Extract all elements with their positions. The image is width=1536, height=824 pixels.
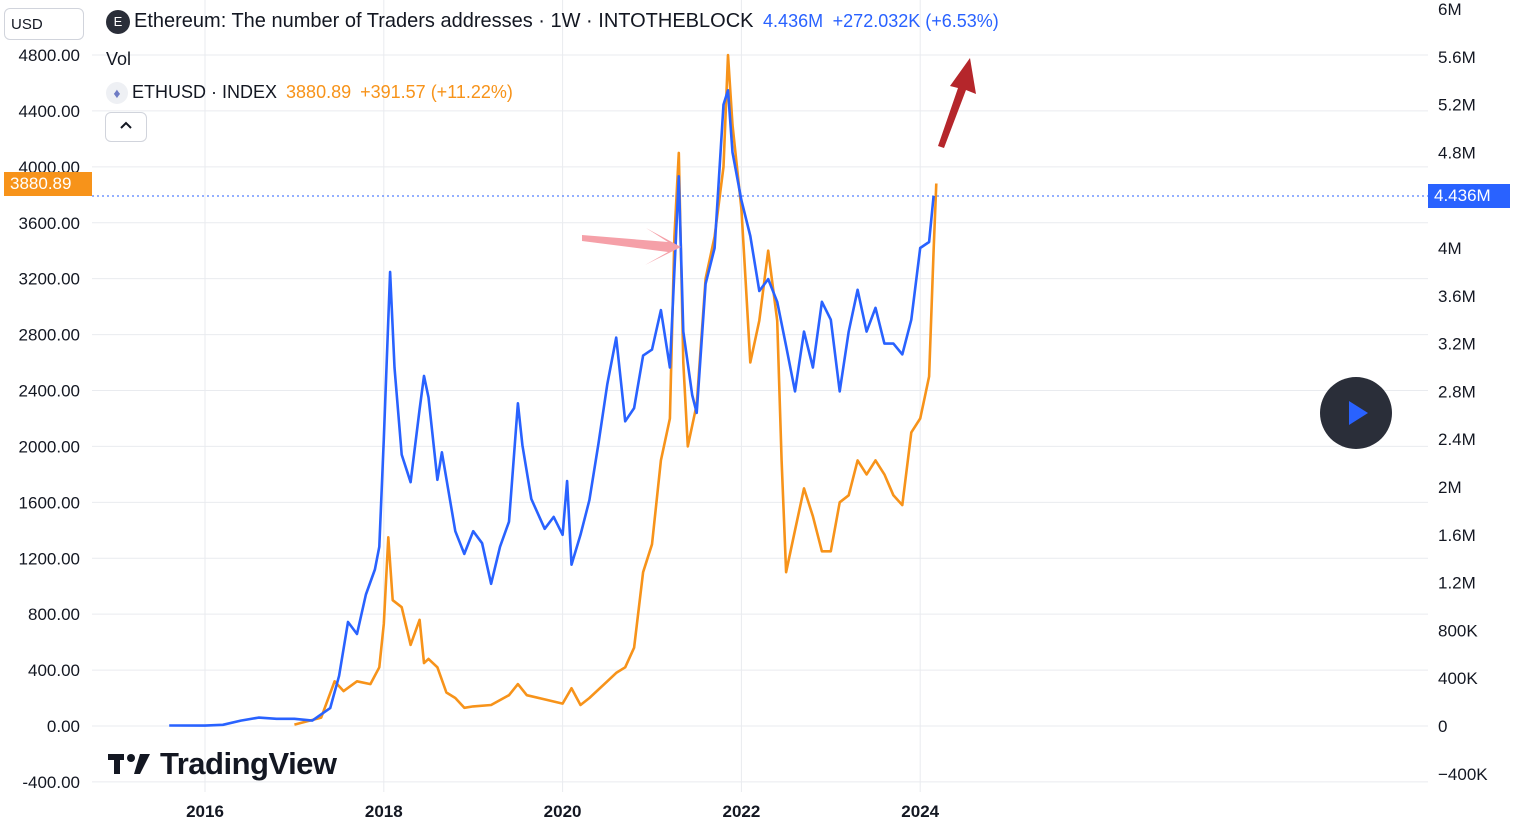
left-tick-label: 4800.00 bbox=[19, 46, 80, 65]
grid-lines bbox=[92, 0, 1428, 792]
left-price-badge: 3880.89 bbox=[4, 172, 92, 196]
x-axis: 2016 2018 2020 2022 2024 bbox=[186, 802, 940, 821]
left-tick-label: 3600.00 bbox=[19, 214, 80, 233]
right-tick-label: 5.6M bbox=[1438, 48, 1476, 67]
pink-arrow-annotation bbox=[582, 228, 681, 265]
right-tick-label: 800K bbox=[1438, 621, 1478, 640]
right-tick-label: 6M bbox=[1438, 0, 1462, 19]
main-series-value: 4.436M bbox=[763, 11, 824, 32]
red-arrow-annotation bbox=[938, 58, 976, 148]
x-tick-label: 2022 bbox=[722, 802, 760, 821]
right-tick-label: −400K bbox=[1438, 765, 1488, 784]
currency-label: USD bbox=[11, 16, 43, 33]
left-tick-label: 1200.00 bbox=[19, 549, 80, 568]
right-tick-label: 3.6M bbox=[1438, 287, 1476, 306]
left-tick-label: 400.00 bbox=[28, 661, 80, 680]
secondary-series-change: +391.57 (+11.22%) bbox=[360, 82, 513, 102]
tradingview-watermark: TradingView bbox=[108, 746, 337, 782]
left-tick-label: 800.00 bbox=[28, 605, 80, 624]
right-tick-label: 1.2M bbox=[1438, 574, 1476, 593]
x-tick-label: 2024 bbox=[901, 802, 939, 821]
right-tick-label: 2.8M bbox=[1438, 382, 1476, 401]
right-value-badge: 4.436M bbox=[1428, 184, 1510, 208]
traders-addresses-line bbox=[169, 89, 935, 727]
play-button[interactable] bbox=[1320, 377, 1392, 449]
main-series-title: Ethereum: The number of Traders addresse… bbox=[134, 10, 754, 33]
right-tick-label: 1.6M bbox=[1438, 526, 1476, 545]
left-tick-label: 2800.00 bbox=[19, 326, 80, 345]
main-series-legend[interactable]: E Ethereum: The number of Traders address… bbox=[106, 10, 1003, 34]
series-layer bbox=[169, 53, 938, 727]
currency-selector[interactable]: USD bbox=[4, 8, 84, 40]
secondary-series-legend[interactable]: ♦ ETHUSD · INDEX 3880.89 +391.57 (+11.22%… bbox=[106, 82, 517, 105]
left-tick-label: 1600.00 bbox=[19, 493, 80, 512]
tradingview-logo-icon bbox=[108, 754, 150, 774]
main-series-change: +272.032K (+6.53%) bbox=[832, 11, 999, 32]
right-tick-label: 400K bbox=[1438, 669, 1478, 688]
right-tick-label: 2.4M bbox=[1438, 430, 1476, 449]
ethereum-icon: ♦ bbox=[106, 82, 128, 105]
left-tick-label: 0.00 bbox=[47, 717, 80, 736]
left-tick-label: 3200.00 bbox=[19, 270, 80, 289]
chevron-up-icon bbox=[120, 121, 132, 129]
vol-label: Vol bbox=[106, 49, 132, 69]
intotheblock-logo-icon: E bbox=[106, 10, 130, 34]
collapse-legend-button[interactable] bbox=[105, 112, 147, 142]
left-tick-label: 2400.00 bbox=[19, 382, 80, 401]
right-tick-label: 4M bbox=[1438, 239, 1462, 258]
left-tick-label: -400.00 bbox=[22, 773, 80, 792]
x-tick-label: 2020 bbox=[544, 802, 582, 821]
left-tick-label: 2000.00 bbox=[19, 437, 80, 456]
left-axis: 4800.004400.004000.003600.003200.002800.… bbox=[19, 46, 80, 792]
right-tick-label: 0 bbox=[1438, 717, 1447, 736]
right-tick-label: 2M bbox=[1438, 478, 1462, 497]
play-icon bbox=[1349, 401, 1368, 425]
vol-legend[interactable]: Vol bbox=[106, 49, 135, 70]
x-tick-label: 2016 bbox=[186, 802, 224, 821]
right-tick-label: 5.2M bbox=[1438, 96, 1476, 115]
secondary-series-value: 3880.89 bbox=[286, 82, 352, 102]
left-tick-label: 4400.00 bbox=[19, 102, 80, 121]
right-tick-label: 4.8M bbox=[1438, 143, 1476, 162]
x-tick-label: 2018 bbox=[365, 802, 403, 821]
secondary-series-title: ETHUSD · INDEX bbox=[132, 82, 278, 102]
right-axis: 6M 5.6M 5.2M 4.8M 4M 3.6M 3.2M 2.8M 2.4M 2M 1.6M 1.… bbox=[1438, 0, 1488, 784]
right-tick-label: 3.2M bbox=[1438, 335, 1476, 354]
